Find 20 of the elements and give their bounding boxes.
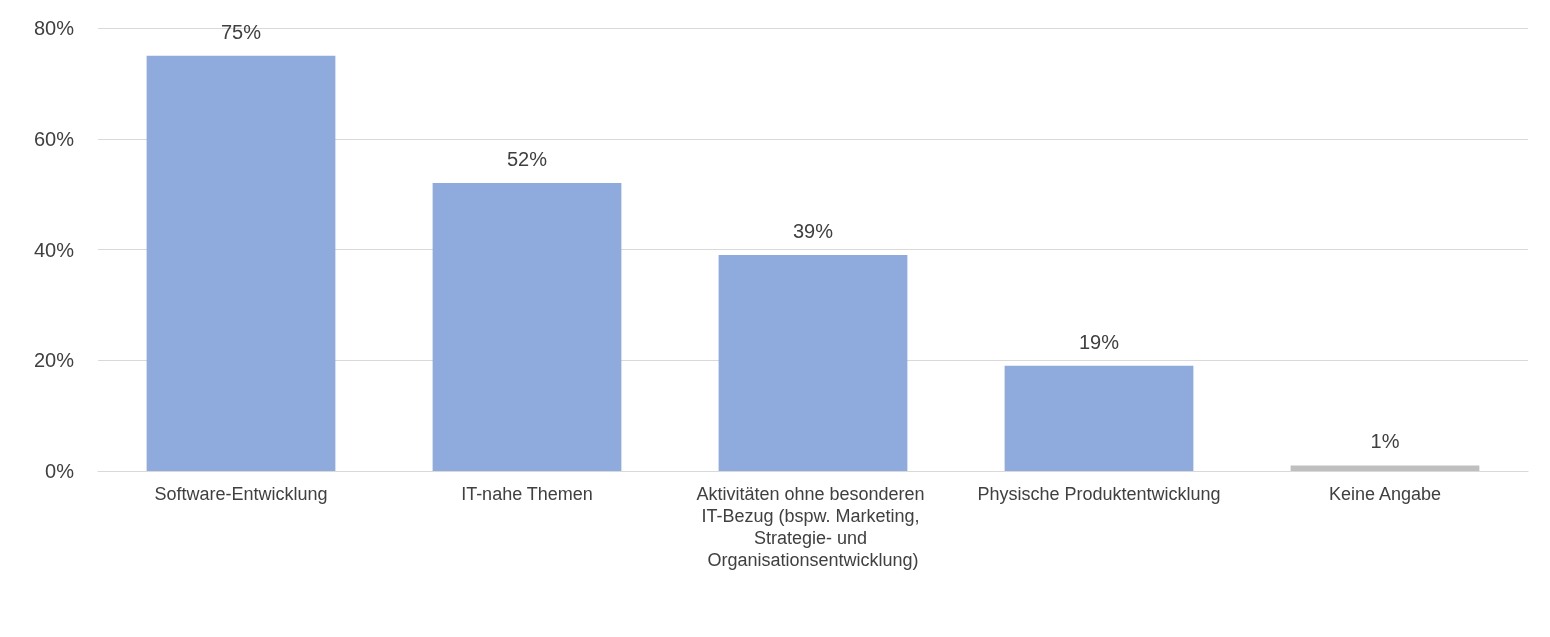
x-tick-label: Software-Entwicklung (154, 484, 328, 504)
bar (1290, 465, 1480, 471)
data-label: 19% (1078, 330, 1120, 353)
data-label: 1% (1370, 430, 1400, 453)
y-tick-label: 80% (33, 17, 75, 39)
y-tick-label: 60% (33, 127, 75, 150)
x-tick-label: IT-nahe Themen (461, 484, 593, 504)
bar (146, 55, 336, 471)
bar (718, 255, 908, 471)
x-tick-label: Physische Produktentwicklung (977, 484, 1221, 504)
y-tick-label: 40% (33, 238, 75, 261)
x-tick-label: Aktivitäten ohne besonderen IT-Bezug (bspw. Marketing, Strategie- und Organisationsentwicklung) (696, 484, 930, 570)
data-label: 39% (792, 220, 834, 243)
data-label: 52% (506, 148, 548, 171)
bar (432, 183, 622, 471)
data-label: 75% (220, 20, 262, 43)
x-tick-label: Keine Angabe (1328, 484, 1442, 504)
y-tick-label: 0% (45, 460, 75, 482)
y-tick-label: 20% (33, 349, 75, 372)
bar (1004, 365, 1194, 471)
